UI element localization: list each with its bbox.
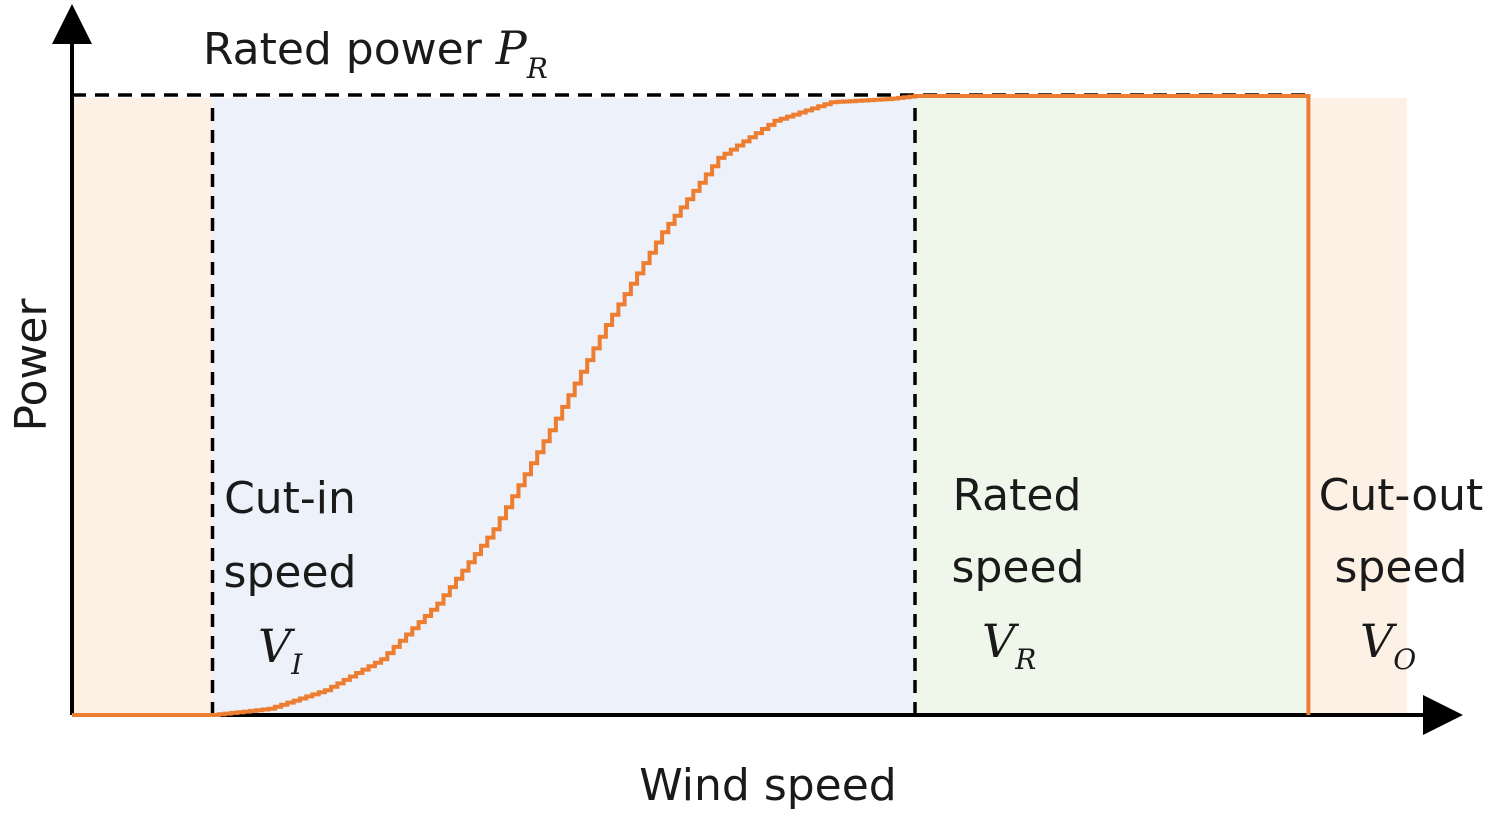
rated-line2: speed: [952, 542, 1085, 593]
cut-in-line1: Cut-in: [224, 473, 356, 524]
cut-out-line1: Cut-out: [1319, 470, 1484, 521]
series-layer: [72, 94, 1311, 717]
x-axis-arrowhead: [1423, 695, 1463, 735]
rated-power-subscript: R: [526, 52, 548, 85]
rated-symbol: V: [982, 614, 1020, 668]
y-axis-arrowhead: [52, 4, 92, 44]
region-below-cut-in: [72, 98, 213, 715]
cut-in-label-group: Cut-in speed VI: [224, 473, 357, 681]
rated-power-label: Rated power PR: [203, 21, 548, 85]
power-curve-line: [72, 94, 1311, 717]
rated-power-text: Rated power: [203, 24, 496, 75]
cut-in-symbol: V: [258, 619, 296, 673]
cut-out-line2: speed: [1335, 542, 1468, 593]
cut-in-line2: speed: [224, 547, 357, 598]
rated-line1: Rated: [953, 470, 1082, 521]
cut-out-symbol: V: [1360, 614, 1398, 668]
region-rated-load: [915, 98, 1309, 715]
rated-speed-label-group: Rated speed VR: [952, 470, 1085, 676]
cut-out-label-group: Cut-out speed VO: [1319, 470, 1484, 676]
rated-subscript: R: [1014, 643, 1036, 676]
region-above-cut-out: [1308, 98, 1407, 715]
rated-symbol-group: VR: [982, 614, 1036, 676]
cut-out-subscript: O: [1393, 643, 1416, 676]
rated-power-symbol: P: [495, 21, 528, 75]
axis-layer: [52, 4, 1463, 735]
cut-in-symbol-group: VI: [258, 619, 303, 681]
x-axis-label: Wind speed: [639, 760, 897, 811]
cut-in-subscript: I: [290, 648, 303, 681]
cut-out-symbol-group: VO: [1360, 614, 1416, 676]
y-axis-label: Power: [6, 298, 57, 432]
